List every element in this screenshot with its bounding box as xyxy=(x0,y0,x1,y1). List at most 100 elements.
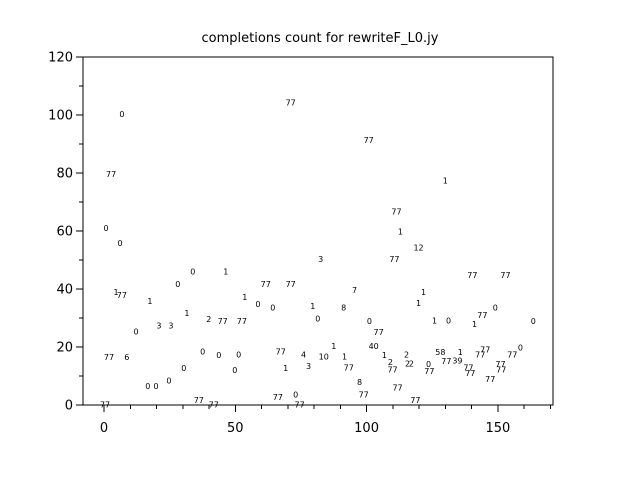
y-tick-label: 80 xyxy=(56,166,73,181)
point-label: 0 xyxy=(190,267,195,276)
y-tick-label: 100 xyxy=(48,108,73,123)
point-label: 1 xyxy=(310,302,315,311)
point-label: 3 xyxy=(306,362,311,371)
point-label: 77 xyxy=(276,347,286,356)
point-label: 77 xyxy=(364,136,374,145)
point-label: 0 xyxy=(446,316,451,325)
point-label: 2 xyxy=(404,350,409,359)
y-tick-label: 20 xyxy=(56,340,73,355)
point-label: 0 xyxy=(367,317,372,326)
point-label: 0 xyxy=(119,110,124,119)
point-label: 77 xyxy=(391,207,401,216)
point-label: 0 xyxy=(315,314,320,323)
point-label: 77 xyxy=(392,383,402,392)
point-label: 0 xyxy=(133,327,138,336)
point-label: 77 xyxy=(387,365,397,374)
point-label: 77 xyxy=(485,375,495,384)
point-label: 3 xyxy=(318,255,323,264)
point-label: 12 xyxy=(413,243,423,252)
point-label: 39 xyxy=(452,356,462,365)
point-label: 2 xyxy=(388,358,393,367)
point-label: 40 xyxy=(369,342,379,351)
point-label: 1 xyxy=(184,309,189,318)
point-label: 77 xyxy=(374,328,384,337)
point-label: 1 xyxy=(242,293,247,302)
point-label: 7 xyxy=(352,286,357,295)
point-label: 77 xyxy=(286,98,296,107)
point-label: 0 xyxy=(181,364,186,373)
point-label: 77 xyxy=(496,365,506,374)
x-tick-label: 100 xyxy=(354,421,379,436)
point-label: 8 xyxy=(357,378,362,387)
point-label: 1 xyxy=(398,227,403,236)
point-label: 1 xyxy=(223,267,228,276)
point-label: 0 xyxy=(531,317,536,326)
point-label: 77 xyxy=(477,311,487,320)
chart-title: completions count for rewriteF_L0.jy xyxy=(201,31,439,46)
point-label: 77 xyxy=(194,396,204,405)
y-tick-label: 120 xyxy=(48,50,73,65)
point-label: 77 xyxy=(261,280,271,289)
y-tick-label: 60 xyxy=(56,224,73,239)
point-label: 1 xyxy=(382,351,387,360)
point-label: 3 xyxy=(156,321,161,330)
point-label: 0 xyxy=(518,343,523,352)
point-label: 77 xyxy=(237,317,247,326)
point-label: 2 xyxy=(206,315,211,324)
point-label: 1 xyxy=(416,299,421,308)
point-label: 0 xyxy=(270,303,275,312)
x-tick-label: 0 xyxy=(100,421,108,436)
point-label: 4 xyxy=(301,350,306,359)
point-label: 1 xyxy=(147,297,152,306)
point-label: 77 xyxy=(344,363,354,372)
point-label: 77 xyxy=(100,401,110,410)
point-label: 0 xyxy=(426,360,431,369)
point-label: 0 xyxy=(200,347,205,356)
point-label: 0 xyxy=(236,350,241,359)
point-label: 0 xyxy=(232,366,237,375)
point-label: 0 xyxy=(145,382,150,391)
point-label: 77 xyxy=(104,353,114,362)
point-label: 1 xyxy=(342,352,347,361)
point-label: 0 xyxy=(216,351,221,360)
point-label: 77 xyxy=(410,396,420,405)
point-label: 77 xyxy=(286,280,296,289)
point-label: 77 xyxy=(295,401,305,410)
point-label: 3 xyxy=(168,321,173,330)
point-label: 0 xyxy=(175,280,180,289)
point-label: 77 xyxy=(424,367,434,376)
point-label: 58 xyxy=(435,348,445,357)
point-label: 77 xyxy=(465,369,475,378)
point-label: 6 xyxy=(124,353,129,362)
y-tick-label: 40 xyxy=(56,282,73,297)
point-label: 77 xyxy=(480,345,490,354)
point-label: 77 xyxy=(467,271,477,280)
point-label: 2 xyxy=(409,359,414,368)
point-label: 0 xyxy=(117,239,122,248)
point-label: 0 xyxy=(153,382,158,391)
point-label: 77 xyxy=(106,170,116,179)
point-label: 2 xyxy=(405,359,410,368)
point-label: 1 xyxy=(331,342,336,351)
point-label: 10 xyxy=(319,352,329,361)
point-label: 77 xyxy=(273,393,283,402)
point-label: 77 xyxy=(441,357,451,366)
point-label: 1 xyxy=(421,288,426,297)
point-label: 77 xyxy=(218,317,228,326)
point-label: 1 xyxy=(283,364,288,373)
y-tick-label: 0 xyxy=(65,398,73,413)
point-label: 77 xyxy=(359,390,369,399)
point-label: 0 xyxy=(104,224,109,233)
x-tick-label: 50 xyxy=(227,421,244,436)
point-label: 1 xyxy=(114,288,119,297)
point-label: 77 xyxy=(389,255,399,264)
point-label: 77 xyxy=(507,350,517,359)
point-label: 77 xyxy=(475,350,485,359)
point-label: 1 xyxy=(472,320,477,329)
point-label: 1 xyxy=(443,176,448,185)
point-label: 0 xyxy=(293,390,298,399)
point-label: 77 xyxy=(463,363,473,372)
point-label: 77 xyxy=(500,271,510,280)
